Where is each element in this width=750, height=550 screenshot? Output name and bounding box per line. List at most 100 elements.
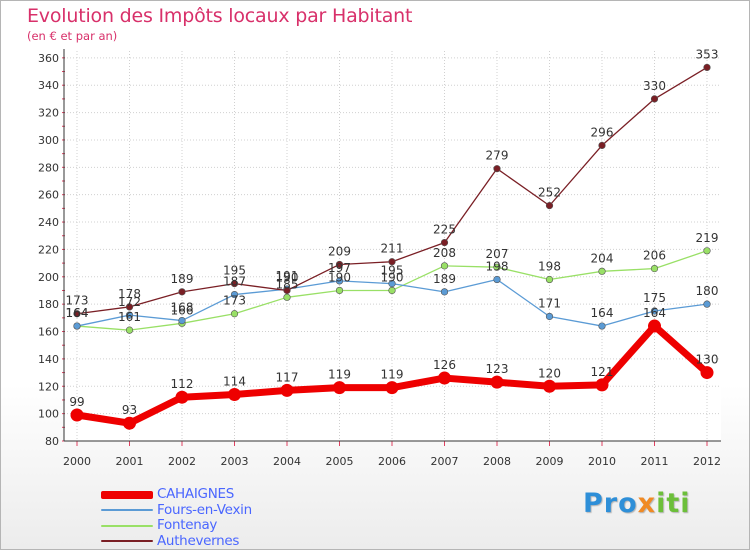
data-point-fontenay <box>388 286 396 295</box>
data-label-fontenay: 166 <box>171 303 194 317</box>
legend-item-cahaignes: CAHAIGNES <box>101 487 252 503</box>
x-tick-label: 2007 <box>431 455 459 468</box>
y-tick-label: 220 <box>38 243 59 256</box>
data-label-authevernes: 195 <box>223 264 246 278</box>
data-label-fontenay: 190 <box>328 270 351 284</box>
data-point-cahaignes <box>280 383 294 397</box>
x-tick-label: 2004 <box>273 455 301 468</box>
data-point-fours-en-vexin <box>440 288 449 296</box>
y-tick-label: 160 <box>38 326 59 339</box>
x-tick-label: 2003 <box>221 455 249 468</box>
data-point-fontenay <box>650 264 659 273</box>
data-point-cahaignes <box>70 408 84 422</box>
legend-swatch-fontenay <box>101 524 153 527</box>
data-label-authevernes: 173 <box>66 294 89 308</box>
legend-label-authevernes: Authevernes <box>157 532 240 549</box>
data-label-fontenay: 208 <box>433 246 456 260</box>
y-tick-label: 240 <box>38 216 59 229</box>
data-point-fontenay <box>703 247 711 255</box>
y-tick-label: 120 <box>38 380 59 393</box>
data-label-cahaignes: 121 <box>591 365 614 379</box>
x-tick-label: 2010 <box>588 455 616 468</box>
data-label-fontenay: 204 <box>591 251 614 265</box>
data-point-fontenay <box>230 310 239 318</box>
data-point-cahaignes <box>490 375 504 389</box>
data-label-fontenay: 173 <box>223 294 246 308</box>
data-point-cahaignes <box>175 390 189 404</box>
data-point-fontenay <box>440 262 449 270</box>
data-label-cahaignes: 119 <box>328 368 351 382</box>
x-tick-label: 2012 <box>693 455 721 468</box>
data-point-authevernes <box>125 303 134 311</box>
data-point-authevernes <box>73 310 81 318</box>
data-point-fontenay <box>283 293 291 301</box>
data-point-fours-en-vexin <box>230 290 239 299</box>
data-label-cahaignes: 164 <box>643 306 666 320</box>
legend-item-authevernes: Authevernes <box>101 532 252 550</box>
x-tick-label: 2000 <box>63 455 91 468</box>
data-label-fours-en-vexin: 191 <box>276 269 299 283</box>
data-label-fours-en-vexin: 180 <box>696 284 719 298</box>
data-point-fontenay <box>598 267 606 275</box>
data-label-fours-en-vexin: 164 <box>591 306 614 320</box>
y-tick-label: 140 <box>38 353 59 366</box>
line-chart: 80 100 120 140 160 180 200 220 240 260 280 300 320 34… <box>38 47 721 468</box>
y-tick-label: 340 <box>38 79 59 92</box>
x-tick-label: 2008 <box>483 455 511 468</box>
data-point-fontenay <box>545 275 554 284</box>
x-tick-label: 2005 <box>326 455 354 468</box>
data-point-cahaignes <box>228 387 241 401</box>
data-label-cahaignes: 119 <box>381 368 404 382</box>
data-point-cahaignes <box>123 416 136 430</box>
data-point-fours-en-vexin <box>388 280 396 288</box>
legend-swatch-cahaignes <box>101 490 153 499</box>
data-label-authevernes: 178 <box>118 287 141 301</box>
x-tick-label: 2009 <box>536 455 564 468</box>
data-label-fontenay: 207 <box>486 247 509 261</box>
data-label-cahaignes: 123 <box>486 362 509 376</box>
x-tick-label: 2006 <box>378 455 406 468</box>
data-label-cahaignes: 120 <box>538 366 561 380</box>
data-point-fours-en-vexin <box>125 311 134 319</box>
data-point-fours-en-vexin <box>703 300 711 308</box>
data-point-cahaignes <box>333 381 346 395</box>
data-point-fontenay <box>493 263 501 271</box>
data-label-fours-en-vexin: 175 <box>643 291 666 305</box>
data-point-fontenay <box>125 326 134 334</box>
data-point-authevernes <box>703 63 711 72</box>
data-point-fontenay <box>335 286 344 295</box>
data-label-fontenay: 190 <box>381 270 404 284</box>
legend-label-fontenay: Fontenay <box>157 517 218 534</box>
proxiti-logo: Proxiti <box>583 488 691 519</box>
y-tick-label: 200 <box>38 271 59 284</box>
data-point-authevernes <box>335 260 344 269</box>
data-label-fours-en-vexin: 198 <box>486 260 509 274</box>
data-label-fontenay: 198 <box>538 260 561 274</box>
data-point-fours-en-vexin <box>335 277 344 285</box>
data-point-cahaignes <box>543 379 556 393</box>
legend-label-cahaignes: CAHAIGNES <box>157 486 234 503</box>
data-label-authevernes: 252 <box>538 186 561 200</box>
y-tick-label: 100 <box>38 408 59 421</box>
data-point-authevernes <box>178 288 186 296</box>
chart-title: Evolution des Impôts locaux par Habitant <box>27 5 413 27</box>
legend-item-fontenay: Fontenay <box>101 518 252 534</box>
data-point-fours-en-vexin <box>545 312 554 321</box>
data-label-cahaignes: 114 <box>223 374 246 388</box>
data-label-cahaignes: 99 <box>69 395 84 409</box>
data-label-authevernes: 353 <box>696 47 719 61</box>
data-point-cahaignes <box>595 378 609 392</box>
data-label-fours-en-vexin: 187 <box>223 275 246 289</box>
data-label-cahaignes: 117 <box>276 370 299 384</box>
data-label-fontenay: 219 <box>696 231 719 245</box>
data-label-authevernes: 296 <box>591 125 614 139</box>
data-label-fontenay: 185 <box>276 277 299 291</box>
legend-label-fours-en-vexin: Fours-en-Vexin <box>157 501 252 518</box>
data-label-cahaignes: 130 <box>696 353 719 367</box>
data-point-fours-en-vexin <box>493 275 501 284</box>
data-point-authevernes <box>440 238 449 247</box>
data-label-cahaignes: 93 <box>122 403 137 417</box>
data-label-authevernes: 279 <box>486 149 509 163</box>
data-label-cahaignes: 126 <box>433 358 456 372</box>
